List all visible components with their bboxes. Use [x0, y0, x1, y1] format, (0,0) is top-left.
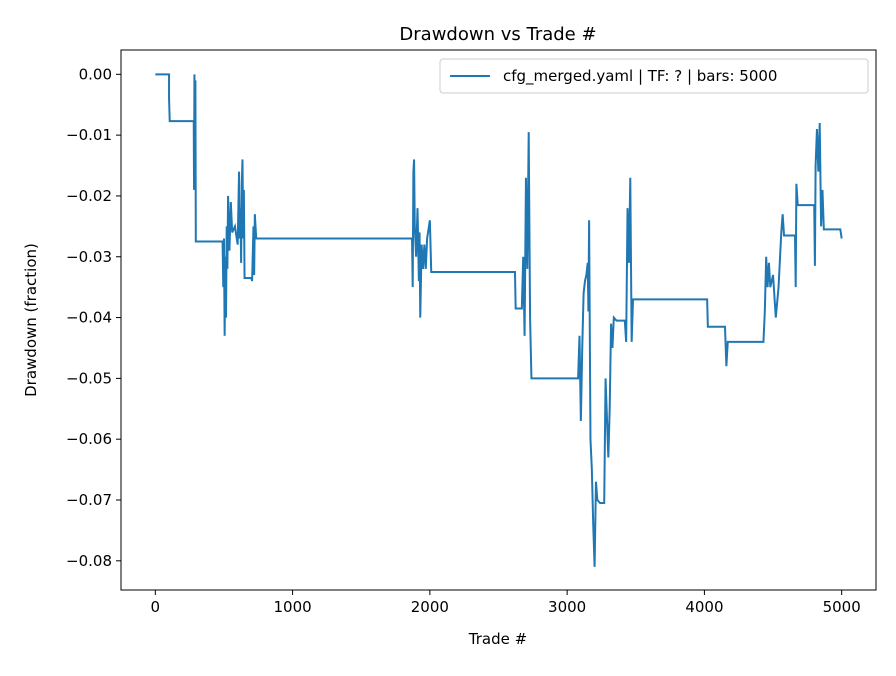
x-tick-label: 4000 [685, 598, 723, 616]
x-tick-label: 3000 [548, 598, 586, 616]
y-axis-label: Drawdown (fraction) [22, 243, 40, 397]
x-tick-label: 0 [151, 598, 161, 616]
y-tick-label: −0.08 [66, 552, 112, 570]
legend-box [439, 58, 869, 94]
y-tick-label: 0.00 [79, 65, 112, 83]
x-axis-label: Trade # [468, 630, 527, 648]
x-tick-label: 5000 [823, 598, 861, 616]
x-tick-label: 1000 [273, 598, 311, 616]
y-tick-label: −0.05 [66, 369, 112, 387]
y-tick-label: −0.07 [66, 491, 112, 509]
y-tick-label: −0.03 [66, 248, 112, 266]
legend-label: cfg_merged.yaml | TF: ? | bars: 5000 [503, 67, 777, 86]
plot-frame [120, 49, 877, 591]
y-tick-label: −0.04 [66, 309, 112, 327]
y-tick-label: −0.02 [66, 187, 112, 205]
y-tick-label: −0.06 [66, 430, 112, 448]
chart-title: Drawdown vs Trade # [399, 24, 596, 45]
data-line [155, 73, 843, 567]
x-tick-label: 2000 [411, 598, 449, 616]
y-tick-label: −0.01 [66, 126, 112, 144]
